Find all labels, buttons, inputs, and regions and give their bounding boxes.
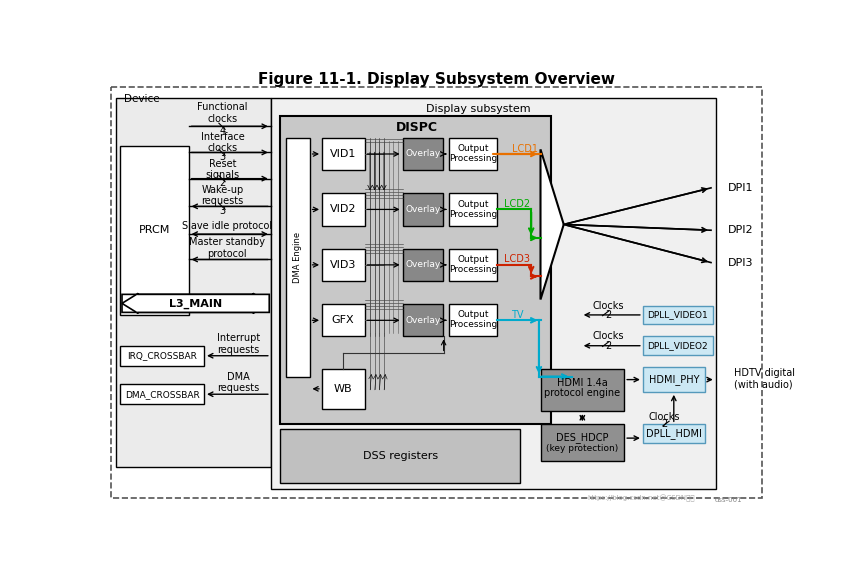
Text: Master standby
protocol: Master standby protocol xyxy=(188,237,265,259)
Text: Processing: Processing xyxy=(449,154,498,163)
Text: dss-001: dss-001 xyxy=(714,497,742,502)
Text: Interrupt
requests: Interrupt requests xyxy=(216,333,260,355)
Polygon shape xyxy=(122,293,269,313)
Text: Reset
signals: Reset signals xyxy=(205,159,239,180)
Text: 2: 2 xyxy=(220,178,226,188)
Text: protocol engine: protocol engine xyxy=(544,388,620,399)
Polygon shape xyxy=(122,293,269,313)
Text: Clocks: Clocks xyxy=(593,332,625,341)
Text: 2: 2 xyxy=(661,419,668,429)
Bar xyxy=(322,369,365,409)
Bar xyxy=(642,305,712,324)
Bar xyxy=(449,138,497,170)
Bar xyxy=(120,345,204,366)
Text: Processing: Processing xyxy=(449,265,498,274)
Text: Interface
clocks: Interface clocks xyxy=(201,132,245,153)
Bar xyxy=(642,336,712,355)
Text: Overlay: Overlay xyxy=(405,260,440,270)
Text: HDMI_PHY: HDMI_PHY xyxy=(648,374,699,385)
Text: (with audio): (with audio) xyxy=(734,379,793,389)
Bar xyxy=(402,304,443,336)
Bar xyxy=(322,193,365,226)
Text: DPI3: DPI3 xyxy=(728,258,753,268)
Text: DPLL_VIDEO2: DPLL_VIDEO2 xyxy=(648,341,708,350)
Bar xyxy=(286,138,309,376)
Bar xyxy=(322,138,365,170)
Text: Output: Output xyxy=(458,311,489,319)
Bar xyxy=(642,424,705,443)
Text: DMA Engine: DMA Engine xyxy=(293,232,302,283)
Text: Device: Device xyxy=(124,94,159,104)
Text: Slave idle protocol: Slave idle protocol xyxy=(181,222,272,231)
Text: Display subsystem: Display subsystem xyxy=(426,103,531,114)
Bar xyxy=(322,304,365,336)
Text: (key protection): (key protection) xyxy=(546,444,619,453)
Text: Processing: Processing xyxy=(449,320,498,329)
Bar xyxy=(449,193,497,226)
Text: Output: Output xyxy=(458,199,489,208)
Bar xyxy=(449,249,497,281)
Text: 2: 2 xyxy=(606,310,612,320)
Text: LCD1: LCD1 xyxy=(512,143,538,154)
Text: DMA
requests: DMA requests xyxy=(217,372,259,393)
Text: TV: TV xyxy=(511,310,523,320)
Bar xyxy=(120,384,204,404)
Bar xyxy=(642,367,705,392)
Bar xyxy=(322,249,365,281)
Text: https://blog.csdn.net@CSDN博客: https://blog.csdn.net@CSDN博客 xyxy=(587,494,694,502)
Text: HDMI 1.4a: HDMI 1.4a xyxy=(557,377,607,388)
Text: VID2: VID2 xyxy=(330,204,356,215)
Bar xyxy=(280,429,521,482)
Bar xyxy=(271,98,716,489)
Text: Overlay: Overlay xyxy=(405,150,440,159)
Bar xyxy=(540,424,625,461)
Text: VID3: VID3 xyxy=(330,260,356,270)
Text: LCD2: LCD2 xyxy=(504,199,530,209)
Text: Functional
clocks: Functional clocks xyxy=(198,102,248,124)
Text: DPLL_HDMI: DPLL_HDMI xyxy=(646,428,702,439)
Bar xyxy=(540,369,625,411)
Text: 3: 3 xyxy=(220,152,226,162)
Text: DPLL_VIDEO1: DPLL_VIDEO1 xyxy=(648,311,708,319)
Text: 3: 3 xyxy=(220,206,226,216)
Bar xyxy=(402,249,443,281)
Text: DPI2: DPI2 xyxy=(728,225,754,235)
Text: DPI1: DPI1 xyxy=(728,183,753,193)
Text: Processing: Processing xyxy=(449,210,498,219)
Text: LCD3: LCD3 xyxy=(504,255,530,264)
Bar xyxy=(449,304,497,336)
Text: Overlay: Overlay xyxy=(405,316,440,325)
Text: Overlay: Overlay xyxy=(405,205,440,214)
Bar xyxy=(402,138,443,170)
Text: PRCM: PRCM xyxy=(139,225,170,235)
Text: DISPC: DISPC xyxy=(395,120,437,134)
Text: GFX: GFX xyxy=(331,315,354,325)
Bar xyxy=(280,116,551,424)
Text: Output: Output xyxy=(458,144,489,153)
Text: Wake-up
requests: Wake-up requests xyxy=(202,185,244,206)
Bar xyxy=(402,193,443,226)
Text: L3_MAIN: L3_MAIN xyxy=(169,298,222,308)
Text: VID1: VID1 xyxy=(330,149,356,159)
Text: Output: Output xyxy=(458,255,489,264)
Bar xyxy=(120,146,188,315)
Text: DES_HDCP: DES_HDCP xyxy=(556,432,608,443)
Text: 2: 2 xyxy=(606,341,612,351)
Text: Clocks: Clocks xyxy=(593,301,625,311)
Bar xyxy=(116,98,271,468)
Text: Figure 11-1. Display Subsystem Overview: Figure 11-1. Display Subsystem Overview xyxy=(258,72,615,87)
Text: DSS registers: DSS registers xyxy=(363,451,438,461)
Text: HDTV digital: HDTV digital xyxy=(734,368,795,379)
Text: Clocks: Clocks xyxy=(648,412,680,421)
Text: DMA_CROSSBAR: DMA_CROSSBAR xyxy=(125,390,199,399)
Polygon shape xyxy=(540,150,564,300)
Text: IRQ_CROSSBAR: IRQ_CROSSBAR xyxy=(127,351,197,360)
Text: 4: 4 xyxy=(220,126,226,136)
Text: WB: WB xyxy=(334,384,352,394)
